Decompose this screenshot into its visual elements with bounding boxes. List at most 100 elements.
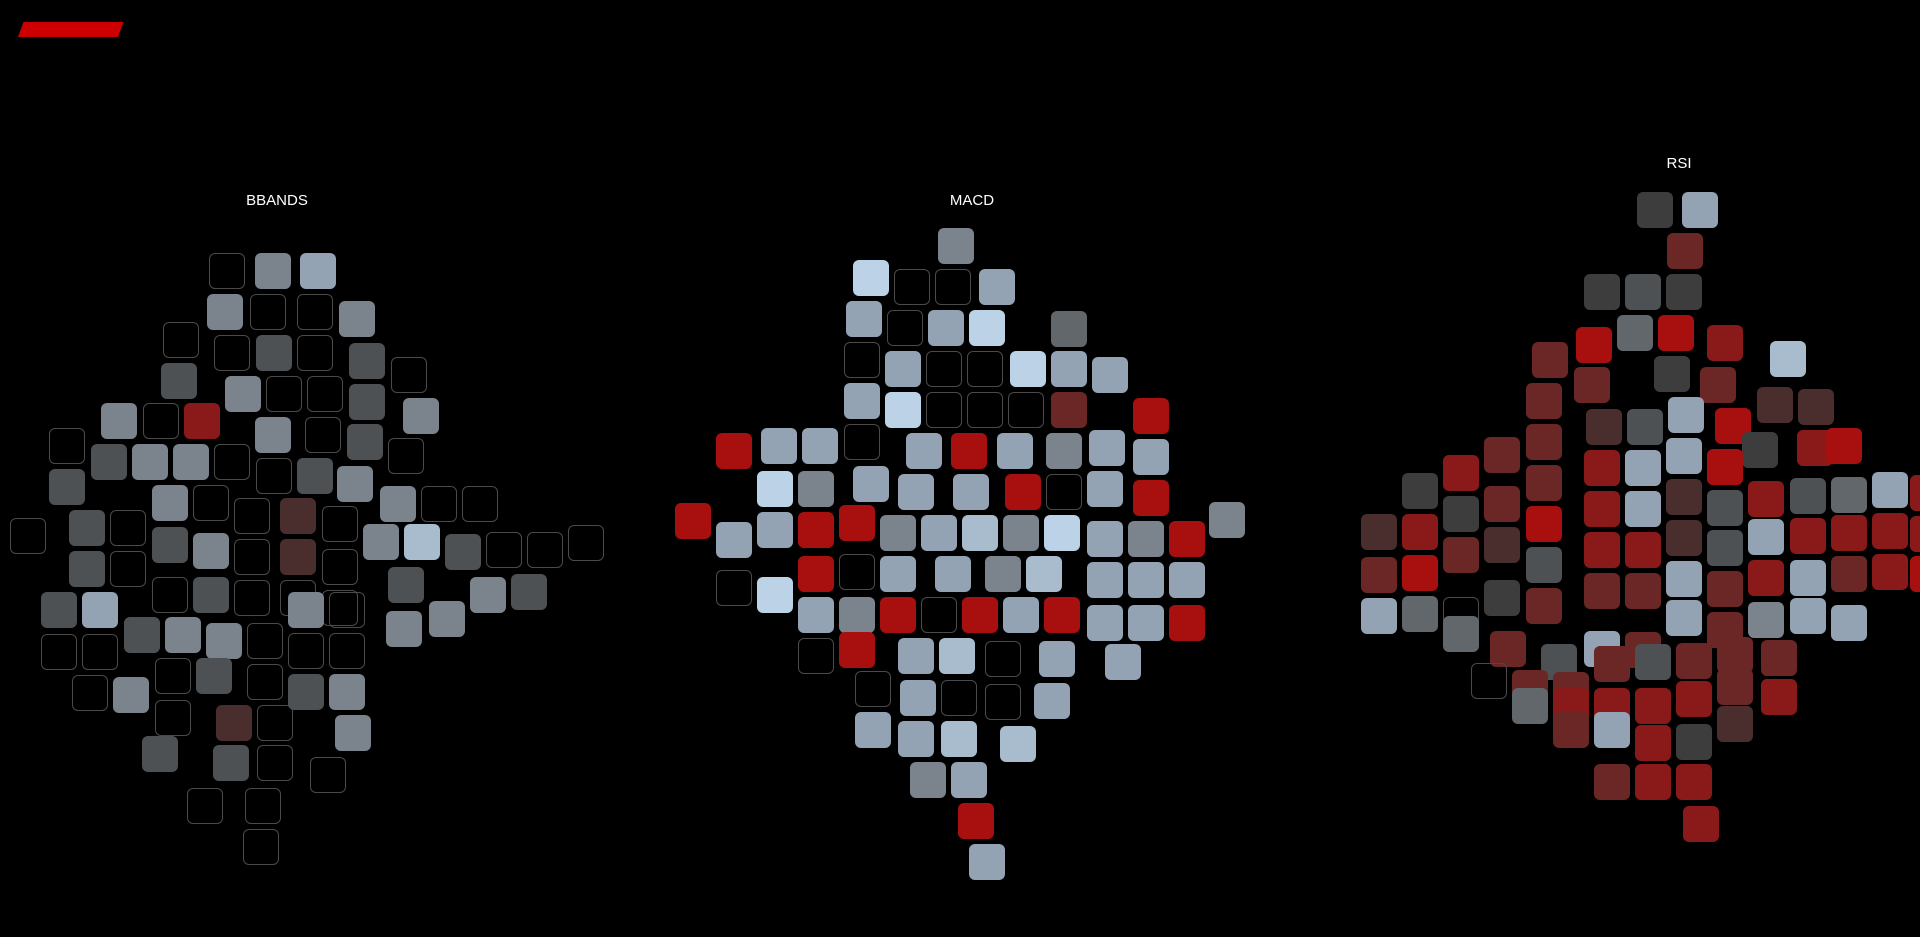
rsi-tile[interactable] xyxy=(1584,573,1620,609)
rsi-tile[interactable] xyxy=(1700,367,1736,403)
macd-tile[interactable] xyxy=(757,512,793,548)
bbands-tile[interactable] xyxy=(280,498,316,534)
macd-tile[interactable] xyxy=(1051,351,1087,387)
macd-tile[interactable] xyxy=(1105,644,1141,680)
rsi-tile[interactable] xyxy=(1748,602,1784,638)
macd-tile[interactable] xyxy=(887,310,923,346)
rsi-tile[interactable] xyxy=(1526,424,1562,460)
bbands-tile[interactable] xyxy=(305,417,341,453)
bbands-tile[interactable] xyxy=(209,253,245,289)
macd-tile[interactable] xyxy=(839,597,875,633)
rsi-tile[interactable] xyxy=(1625,573,1661,609)
rsi-tile[interactable] xyxy=(1526,383,1562,419)
bbands-tile[interactable] xyxy=(486,532,522,568)
bbands-tile[interactable] xyxy=(49,469,85,505)
macd-tile[interactable] xyxy=(935,269,971,305)
rsi-tile[interactable] xyxy=(1654,356,1690,392)
bbands-tile[interactable] xyxy=(41,592,77,628)
bbands-tile[interactable] xyxy=(266,376,302,412)
macd-tile[interactable] xyxy=(1046,433,1082,469)
rsi-tile[interactable] xyxy=(1742,432,1778,468)
macd-tile[interactable] xyxy=(839,554,875,590)
rsi-tile[interactable] xyxy=(1490,631,1526,667)
macd-tile[interactable] xyxy=(951,762,987,798)
bbands-tile[interactable] xyxy=(347,424,383,460)
rsi-tile[interactable] xyxy=(1617,315,1653,351)
rsi-tile[interactable] xyxy=(1666,438,1702,474)
macd-tile[interactable] xyxy=(761,428,797,464)
macd-tile[interactable] xyxy=(855,712,891,748)
macd-tile[interactable] xyxy=(1044,515,1080,551)
bbands-tile[interactable] xyxy=(445,534,481,570)
macd-tile[interactable] xyxy=(1169,605,1205,641)
bbands-tile[interactable] xyxy=(152,527,188,563)
rsi-tile[interactable] xyxy=(1584,532,1620,568)
bbands-tile[interactable] xyxy=(310,757,346,793)
bbands-tile[interactable] xyxy=(155,700,191,736)
bbands-tile[interactable] xyxy=(234,498,270,534)
macd-tile[interactable] xyxy=(898,721,934,757)
macd-tile[interactable] xyxy=(1026,556,1062,592)
rsi-tile[interactable] xyxy=(1790,478,1826,514)
bbands-tile[interactable] xyxy=(165,617,201,653)
bbands-tile[interactable] xyxy=(82,592,118,628)
rsi-tile[interactable] xyxy=(1683,806,1719,842)
bbands-tile[interactable] xyxy=(216,705,252,741)
rsi-tile[interactable] xyxy=(1361,598,1397,634)
bbands-tile[interactable] xyxy=(568,525,604,561)
rsi-tile[interactable] xyxy=(1872,513,1908,549)
macd-tile[interactable] xyxy=(1128,605,1164,641)
bbands-tile[interactable] xyxy=(132,444,168,480)
bbands-tile[interactable] xyxy=(173,444,209,480)
macd-tile[interactable] xyxy=(880,515,916,551)
bbands-tile[interactable] xyxy=(196,658,232,694)
macd-tile[interactable] xyxy=(941,680,977,716)
rsi-tile[interactable] xyxy=(1526,465,1562,501)
rsi-tile[interactable] xyxy=(1790,560,1826,596)
macd-tile[interactable] xyxy=(757,471,793,507)
rsi-tile[interactable] xyxy=(1625,450,1661,486)
bbands-tile[interactable] xyxy=(142,736,178,772)
rsi-tile[interactable] xyxy=(1574,367,1610,403)
bbands-tile[interactable] xyxy=(307,376,343,412)
macd-tile[interactable] xyxy=(979,269,1015,305)
rsi-tile[interactable] xyxy=(1668,397,1704,433)
bbands-tile[interactable] xyxy=(337,466,373,502)
macd-tile[interactable] xyxy=(798,471,834,507)
rsi-tile[interactable] xyxy=(1443,537,1479,573)
macd-tile[interactable] xyxy=(962,597,998,633)
bbands-tile[interactable] xyxy=(110,510,146,546)
bbands-tile[interactable] xyxy=(329,674,365,710)
macd-tile[interactable] xyxy=(969,310,1005,346)
bbands-tile[interactable] xyxy=(363,524,399,560)
bbands-tile[interactable] xyxy=(256,335,292,371)
rsi-tile[interactable] xyxy=(1627,409,1663,445)
macd-tile[interactable] xyxy=(716,570,752,606)
rsi-tile[interactable] xyxy=(1625,491,1661,527)
rsi-tile[interactable] xyxy=(1910,516,1920,552)
rsi-tile[interactable] xyxy=(1666,600,1702,636)
macd-tile[interactable] xyxy=(798,512,834,548)
macd-tile[interactable] xyxy=(951,433,987,469)
macd-tile[interactable] xyxy=(1000,726,1036,762)
bbands-tile[interactable] xyxy=(234,580,270,616)
bbands-tile[interactable] xyxy=(349,343,385,379)
macd-tile[interactable] xyxy=(839,505,875,541)
rsi-tile[interactable] xyxy=(1666,520,1702,556)
macd-tile[interactable] xyxy=(880,556,916,592)
bbands-tile[interactable] xyxy=(421,486,457,522)
bbands-tile[interactable] xyxy=(82,634,118,670)
macd-tile[interactable] xyxy=(938,228,974,264)
rsi-tile[interactable] xyxy=(1707,449,1743,485)
bbands-tile[interactable] xyxy=(207,294,243,330)
bbands-tile[interactable] xyxy=(257,705,293,741)
bbands-tile[interactable] xyxy=(380,486,416,522)
macd-tile[interactable] xyxy=(941,721,977,757)
rsi-tile[interactable] xyxy=(1594,646,1630,682)
rsi-tile[interactable] xyxy=(1717,637,1753,673)
bbands-tile[interactable] xyxy=(429,601,465,637)
macd-tile[interactable] xyxy=(1087,521,1123,557)
macd-tile[interactable] xyxy=(844,383,880,419)
rsi-tile[interactable] xyxy=(1666,479,1702,515)
rsi-tile[interactable] xyxy=(1484,486,1520,522)
